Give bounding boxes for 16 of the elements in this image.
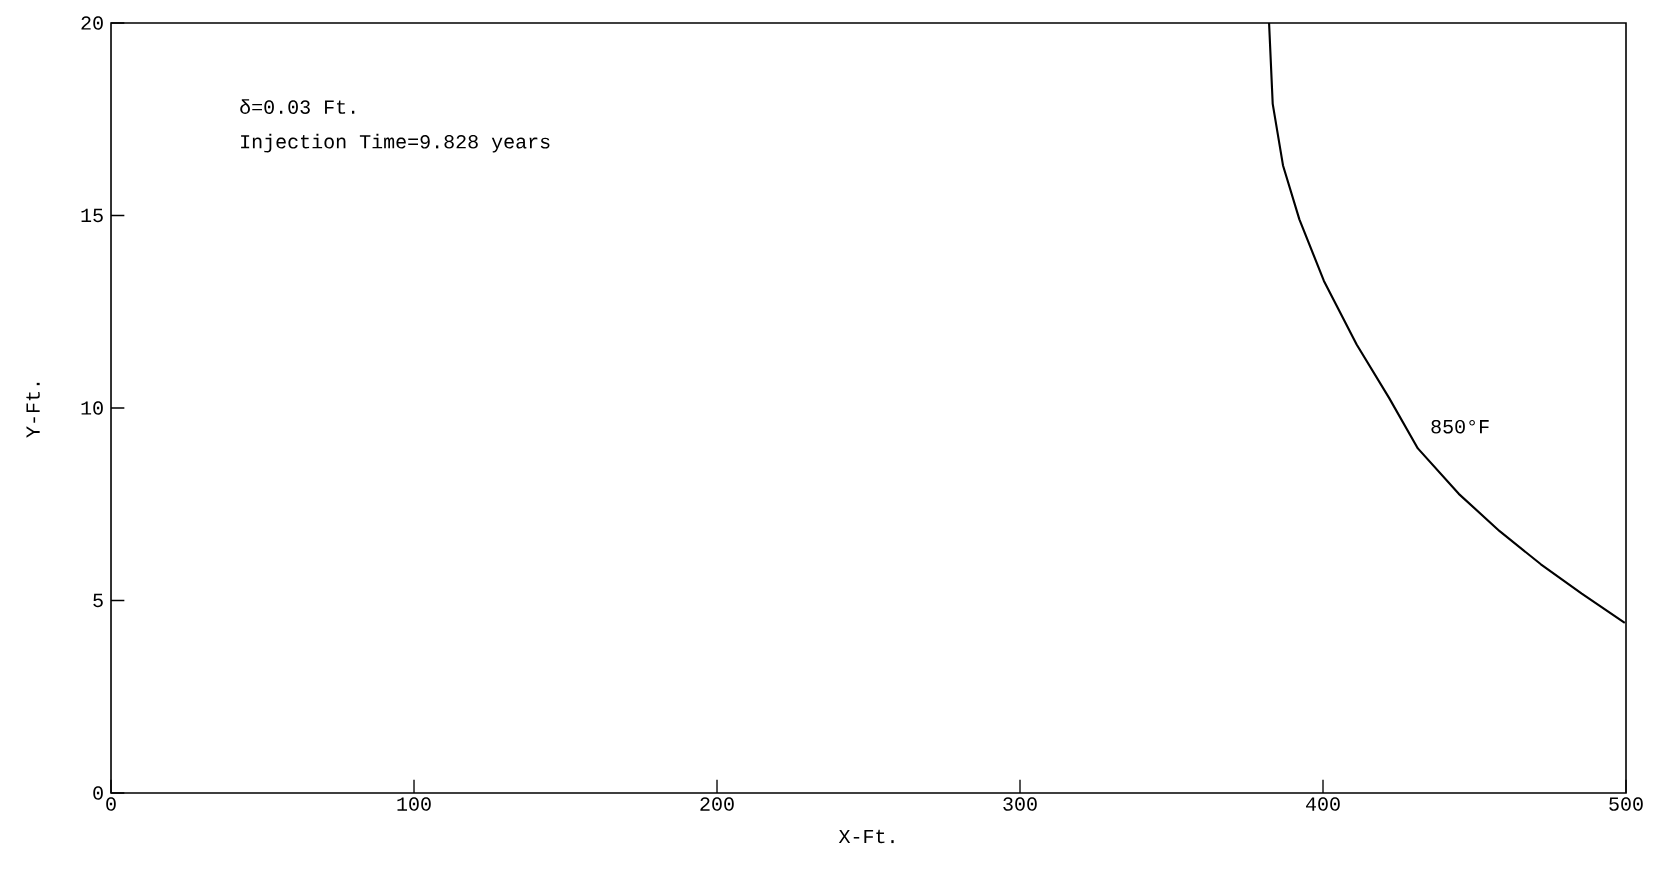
y-axis-title: Y-Ft. (26, 382, 40, 438)
y-tick-label: 10 (81, 401, 103, 415)
x-tick-label: 0 (106, 797, 116, 811)
y-tick-label: 0 (93, 786, 103, 800)
x-tick-label: 100 (397, 797, 431, 811)
series-label: 850°F (1431, 419, 1489, 434)
x-tick-label: 400 (1306, 797, 1340, 811)
x-axis-title: X-Ft. (838, 829, 894, 844)
y-tick-label: 20 (81, 16, 103, 30)
x-tick-label: 300 (1003, 797, 1037, 811)
annotation: Injection Time=9.828 years (241, 133, 550, 153)
y-tick-label: 5 (93, 593, 103, 608)
annotation: δ=0.03 Ft. (240, 99, 355, 114)
x-tick-label: 500 (1609, 797, 1643, 811)
x-tick-label: 200 (700, 797, 734, 811)
y-tick-label: 15 (81, 208, 103, 223)
